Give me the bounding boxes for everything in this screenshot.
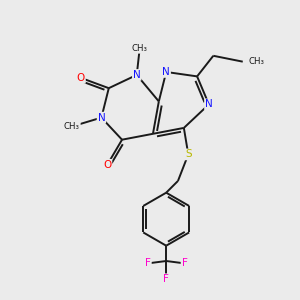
Text: F: F: [145, 258, 151, 268]
Text: F: F: [163, 274, 169, 284]
Text: O: O: [77, 73, 85, 83]
Text: O: O: [103, 160, 111, 170]
Text: N: N: [133, 70, 141, 80]
Text: N: N: [98, 112, 105, 123]
Text: S: S: [185, 149, 192, 159]
Text: N: N: [162, 67, 170, 77]
Text: F: F: [182, 258, 188, 268]
Text: CH₃: CH₃: [64, 122, 80, 131]
Text: CH₃: CH₃: [132, 44, 148, 53]
Text: N: N: [205, 99, 213, 110]
Text: CH₃: CH₃: [248, 57, 264, 66]
